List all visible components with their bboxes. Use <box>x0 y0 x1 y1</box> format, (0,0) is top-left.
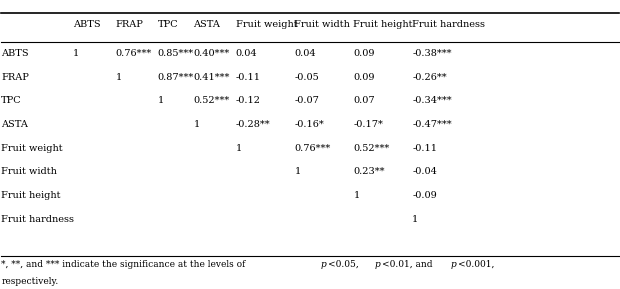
Text: 1: 1 <box>193 120 200 129</box>
Text: Fruit height: Fruit height <box>1 191 61 200</box>
Text: ASTA: ASTA <box>193 20 220 29</box>
Text: 0.41***: 0.41*** <box>193 73 230 82</box>
Text: <0.01, and: <0.01, and <box>382 260 436 269</box>
Text: -0.17*: -0.17* <box>353 120 383 129</box>
Text: FRAP: FRAP <box>1 73 29 82</box>
Text: Fruit hardness: Fruit hardness <box>1 215 74 224</box>
Text: 0.76***: 0.76*** <box>294 144 330 153</box>
Text: 0.76***: 0.76*** <box>115 49 151 58</box>
Text: 0.85***: 0.85*** <box>157 49 193 58</box>
Text: -0.05: -0.05 <box>294 73 319 82</box>
Text: 0.09: 0.09 <box>353 49 375 58</box>
Text: 1: 1 <box>115 73 122 82</box>
Text: respectively.: respectively. <box>1 277 58 286</box>
Text: 1: 1 <box>412 215 418 224</box>
Text: <0.001,: <0.001, <box>459 260 495 269</box>
Text: 1: 1 <box>157 96 164 105</box>
Text: Fruit weight: Fruit weight <box>1 144 63 153</box>
Text: -0.04: -0.04 <box>412 167 437 177</box>
Text: -0.34***: -0.34*** <box>412 96 452 105</box>
Text: *, **, and *** indicate the significance at the levels of: *, **, and *** indicate the significance… <box>1 260 249 269</box>
Text: 0.04: 0.04 <box>294 49 316 58</box>
Text: p: p <box>321 260 326 269</box>
Text: TPC: TPC <box>1 96 22 105</box>
Text: -0.26**: -0.26** <box>412 73 447 82</box>
Text: 0.40***: 0.40*** <box>193 49 229 58</box>
Text: -0.12: -0.12 <box>236 96 260 105</box>
Text: -0.11: -0.11 <box>236 73 260 82</box>
Text: -0.09: -0.09 <box>412 191 437 200</box>
Text: ABTS: ABTS <box>1 49 29 58</box>
Text: -0.38***: -0.38*** <box>412 49 452 58</box>
Text: -0.47***: -0.47*** <box>412 120 452 129</box>
Text: 0.07: 0.07 <box>353 96 375 105</box>
Text: 0.23**: 0.23** <box>353 167 385 177</box>
Text: Fruit width: Fruit width <box>1 167 57 177</box>
Text: Fruit height: Fruit height <box>353 20 413 29</box>
Text: Fruit hardness: Fruit hardness <box>412 20 485 29</box>
Text: Fruit width: Fruit width <box>294 20 350 29</box>
Text: 0.52***: 0.52*** <box>353 144 389 153</box>
Text: -0.16*: -0.16* <box>294 120 324 129</box>
Text: 1: 1 <box>236 144 242 153</box>
Text: TPC: TPC <box>157 20 178 29</box>
Text: -0.07: -0.07 <box>294 96 319 105</box>
Text: <0.05,: <0.05, <box>328 260 358 269</box>
Text: -0.11: -0.11 <box>412 144 437 153</box>
Text: 1: 1 <box>353 191 360 200</box>
Text: Fruit weight: Fruit weight <box>236 20 297 29</box>
Text: 0.87***: 0.87*** <box>157 73 193 82</box>
Text: 0.04: 0.04 <box>236 49 257 58</box>
Text: ASTA: ASTA <box>1 120 28 129</box>
Text: 1: 1 <box>294 167 301 177</box>
Text: 1: 1 <box>73 49 79 58</box>
Text: p: p <box>374 260 381 269</box>
Text: 0.09: 0.09 <box>353 73 375 82</box>
Text: FRAP: FRAP <box>115 20 143 29</box>
Text: p: p <box>451 260 457 269</box>
Text: ABTS: ABTS <box>73 20 101 29</box>
Text: 0.52***: 0.52*** <box>193 96 229 105</box>
Text: -0.28**: -0.28** <box>236 120 270 129</box>
